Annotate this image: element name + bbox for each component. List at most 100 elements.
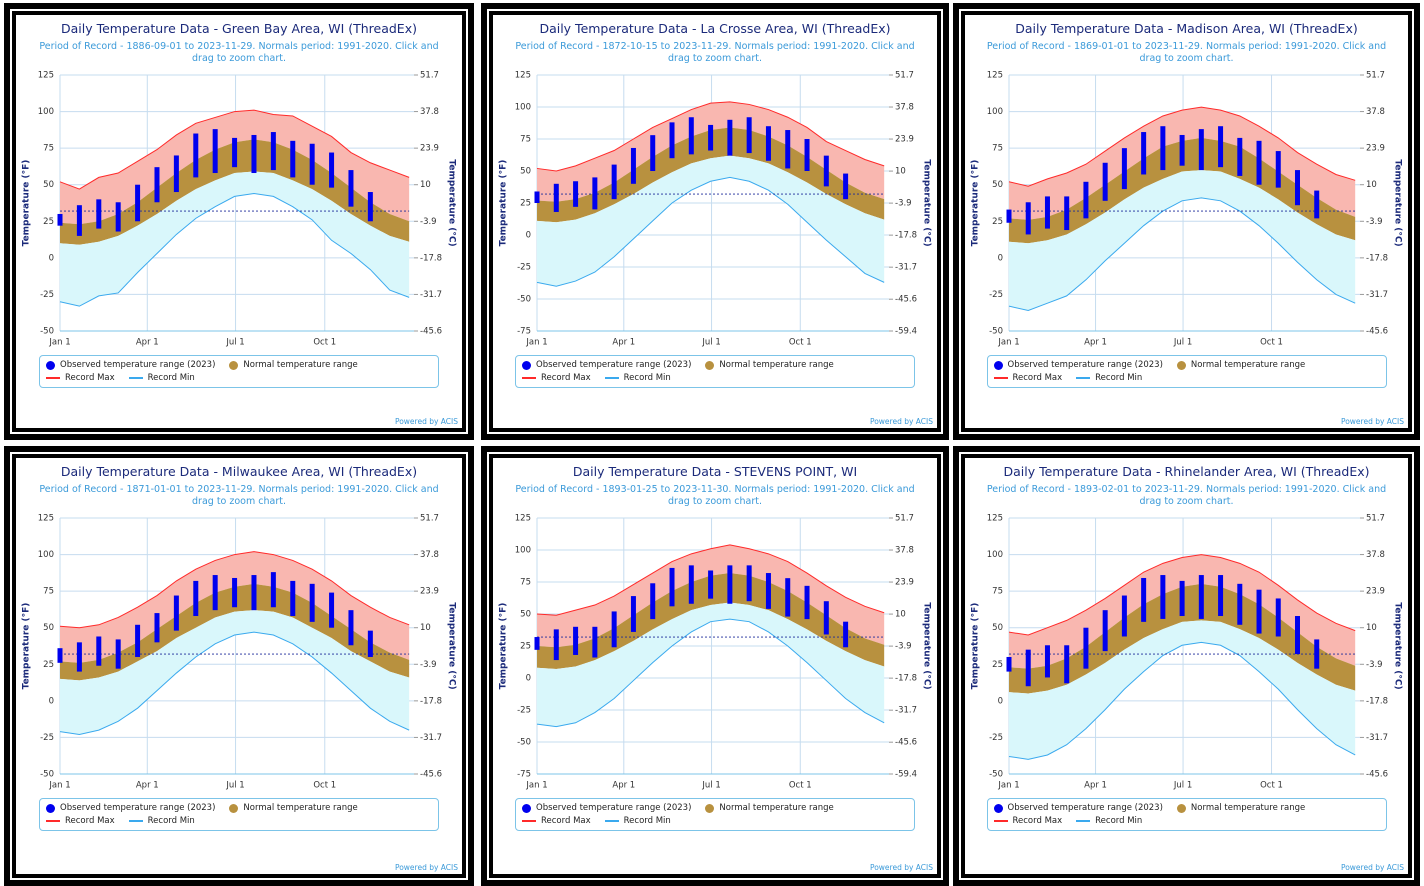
observed-bar [309,583,315,622]
observed-bar [1044,196,1050,229]
credit: Powered by ACIS [869,863,933,872]
legend-label: Record Min [623,816,671,826]
observed-bar [785,578,791,617]
range-fill [1009,137,1356,244]
y2-tick-label: 23.9 [1366,144,1385,154]
observed-bar [193,133,199,178]
y2-tick-label: 10 [895,167,906,177]
y2-tick-label: -31.7 [420,733,442,743]
y2-tick-label: -3.9 [1366,217,1383,227]
observed-bar [592,626,598,658]
observed-bar [193,580,199,617]
y2-tick-label: -3.9 [895,642,912,652]
y2-tick-label: -17.8 [1366,253,1388,263]
observed-bar [1064,645,1070,684]
y-tick-label: 50 [520,167,531,177]
legend-label: Observed temperature range (2023) [536,360,692,370]
plot: -50 -25 0 25 50 75 100 125 -45.6 -31.7 -17.8 -3.9 10… [971,514,1403,791]
observed-bar [212,575,218,611]
record-max-line [536,101,885,172]
observed-bar [1198,575,1204,619]
x-tick-label: Jul 1 [1173,338,1192,348]
legend-label: Record Min [1095,816,1143,826]
x-tick-label: Apr 1 [136,781,159,791]
legend-symbol [1176,803,1186,813]
y2-tick-label: -31.7 [420,290,442,300]
observed-bar [309,143,315,185]
observed-bar [57,213,63,226]
y-tick-label: -50 [40,327,54,337]
y2-tick-label: 37.8 [1366,107,1385,117]
observed-bar [76,205,82,236]
y-tick-label: 25 [43,217,54,227]
y2-tick-label: 23.9 [895,578,914,588]
observed-bar [290,580,296,617]
observed-bar [1294,170,1300,206]
y2-tick-label: -45.6 [895,738,917,748]
observed-bar [688,565,694,604]
y-tick-label: 25 [992,217,1003,227]
observed-bar [173,595,179,631]
observed-bar [1198,129,1204,171]
y-tick-label: -25 [989,290,1003,300]
y-tick-label: 75 [520,578,531,588]
observed-bar [1275,598,1281,637]
y2-tick-label: -59.4 [895,770,917,780]
y2-tick-label: 10 [420,623,431,633]
legend: Observed temperature range (2023) Normal … [39,798,439,831]
observed-bar [688,117,694,155]
observed-bar [1256,589,1262,634]
x-tick-label: Apr 1 [1084,781,1107,791]
plot: -50 -25 0 25 50 75 100 125 -45.6 -31.7 -17.8 -3.9 10… [971,71,1403,348]
legend-symbol [1076,820,1091,822]
x-tick-label: Jul 1 [701,338,720,348]
y2-tick-label: -31.7 [1366,290,1388,300]
legend-symbol [522,360,531,370]
y2-axis-title: Temperature (°C) [447,602,457,689]
y-tick-label: 100 [515,103,531,113]
y-axis-title: Temperature (°F) [499,160,509,247]
observed-bar [1083,181,1089,219]
y2-tick-label: -45.6 [1366,327,1388,337]
credit: Powered by ACIS [1340,863,1404,872]
y-tick-label: 25 [992,660,1003,670]
legend-symbol [46,360,55,370]
legend-label: Record Max [1012,816,1063,826]
record-min-line [536,618,885,728]
observed-bar [1006,209,1012,223]
legend-item: Normal temperature range [1176,360,1305,370]
y-tick-label: -25 [517,706,531,716]
legend-item: Record Max [46,816,115,826]
y-tick-label: -25 [40,733,54,743]
x-tick-label: Apr 1 [612,781,635,791]
legend-label: Record Min [147,373,195,383]
y-tick-label: 50 [992,623,1003,633]
y-tick-label: -75 [517,327,531,337]
y2-tick-label: 37.8 [895,103,914,113]
range-fill [537,544,885,648]
y2-tick-label: -17.8 [420,696,442,706]
y2-tick-label: 37.8 [895,546,914,556]
observed-bar [727,119,733,156]
y-tick-label: -25 [517,263,531,273]
y2-tick-label: 51.7 [420,71,439,81]
legend-item: Record Max [993,816,1063,826]
chart-subtitle: Period of Record - 1872-10-15 to 2023-11… [515,41,915,64]
chart-panel: Daily Temperature Data - Madison Area, W… [953,3,1420,440]
observed-bar [669,567,675,607]
legend-symbol [604,820,619,822]
y-tick-label: 100 [38,107,54,117]
y-tick-label: -25 [40,290,54,300]
range-fill [537,573,885,670]
x-tick-label: Jan 1 [525,338,547,348]
observed-bar [592,177,598,210]
y-tick-label: 125 [38,71,54,81]
legend-item: Normal temperature range [229,360,358,370]
legend-label: Record Max [541,373,591,383]
y2-tick-label: 51.7 [1366,514,1385,524]
observed-bar [804,585,810,620]
legend-item: Record Max [522,373,591,383]
y-tick-label: 75 [992,587,1003,597]
legend-symbol [705,360,715,370]
legend-label: Observed temperature range (2023) [60,360,216,370]
